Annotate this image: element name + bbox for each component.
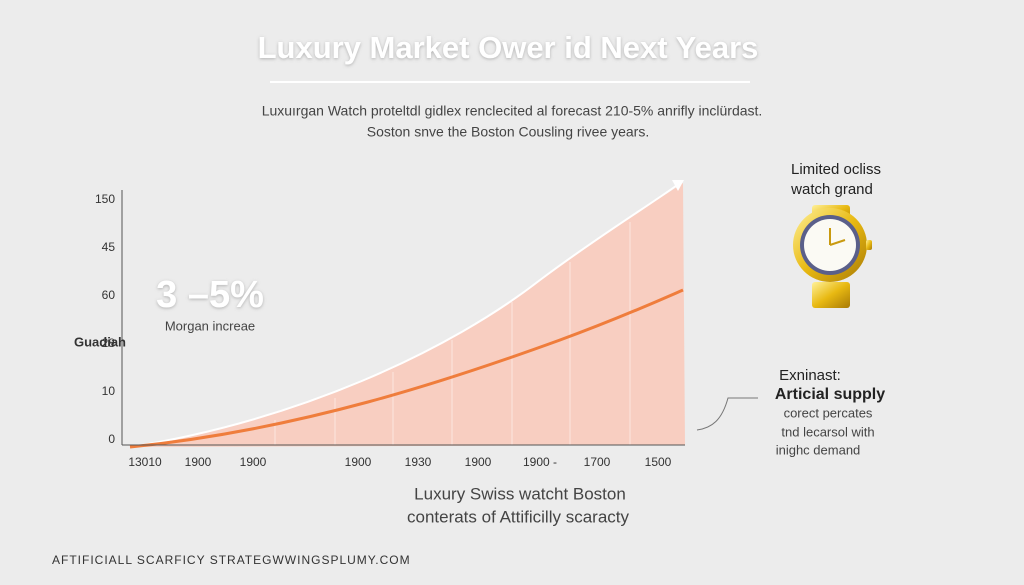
- x-tick-label: 1930: [405, 455, 432, 469]
- note-heading: Exninast:: [779, 367, 841, 384]
- watch-label: Limited ocliss: [791, 161, 881, 178]
- note-line: inighc demand: [776, 442, 861, 457]
- x-tick-label: 1500: [645, 455, 672, 469]
- y-tick-label: 60: [102, 288, 116, 302]
- footer: AFTIFICIALL SCARFICY STRATEGWWINGSPLUMY.…: [52, 553, 411, 567]
- subtitle-line: Soston snve the Boston Cousling rivee ye…: [367, 124, 650, 140]
- x-tick-label: 1900: [345, 455, 372, 469]
- highlight: 3 –5%: [156, 274, 264, 316]
- y-tick-label: 45: [102, 240, 116, 254]
- area: [130, 183, 685, 447]
- vertical-lines: [274, 222, 631, 445]
- area-edge: [129, 182, 681, 448]
- x-tick-label: 13010: [128, 455, 162, 469]
- note-heading: Articial supply: [775, 386, 885, 403]
- note-line: tnd lecarsol with: [781, 424, 874, 439]
- trend-line: [129, 288, 684, 449]
- x-tick-label: 1900: [465, 455, 492, 469]
- caption-line: conterats of Attificilly scaracty: [407, 507, 630, 526]
- y-tick-label: 10: [102, 384, 116, 398]
- chart: Guadiah 3 –5% Morgan increae 150 45 60 28 10…: [74, 180, 685, 469]
- y-tick-label: 0: [108, 432, 115, 446]
- y-tick-label: 28: [102, 336, 116, 350]
- watch-icon: [793, 205, 872, 308]
- x-tick-label: 1900 -: [523, 455, 557, 469]
- note-line: corect percates: [784, 405, 873, 420]
- subtitle-line: Luxuırgan Watch proteltdl gidlex renclec…: [262, 103, 763, 119]
- y-tick-label: 150: [95, 192, 115, 206]
- x-tick-label: 1700: [584, 455, 611, 469]
- arrow-head: [672, 180, 684, 191]
- highlight-caption: Morgan increae: [165, 318, 255, 333]
- y-axis-label: Guadiah: [74, 334, 126, 349]
- x-tick-label: 1900: [185, 455, 212, 469]
- caption-line: Luxury Swiss watcht Boston: [414, 484, 626, 503]
- x-tick-label: 1900: [240, 455, 267, 469]
- title: Luxury Market Ower id Next Years: [258, 30, 759, 65]
- watch-label: watch grand: [790, 181, 873, 198]
- connector: [696, 397, 758, 431]
